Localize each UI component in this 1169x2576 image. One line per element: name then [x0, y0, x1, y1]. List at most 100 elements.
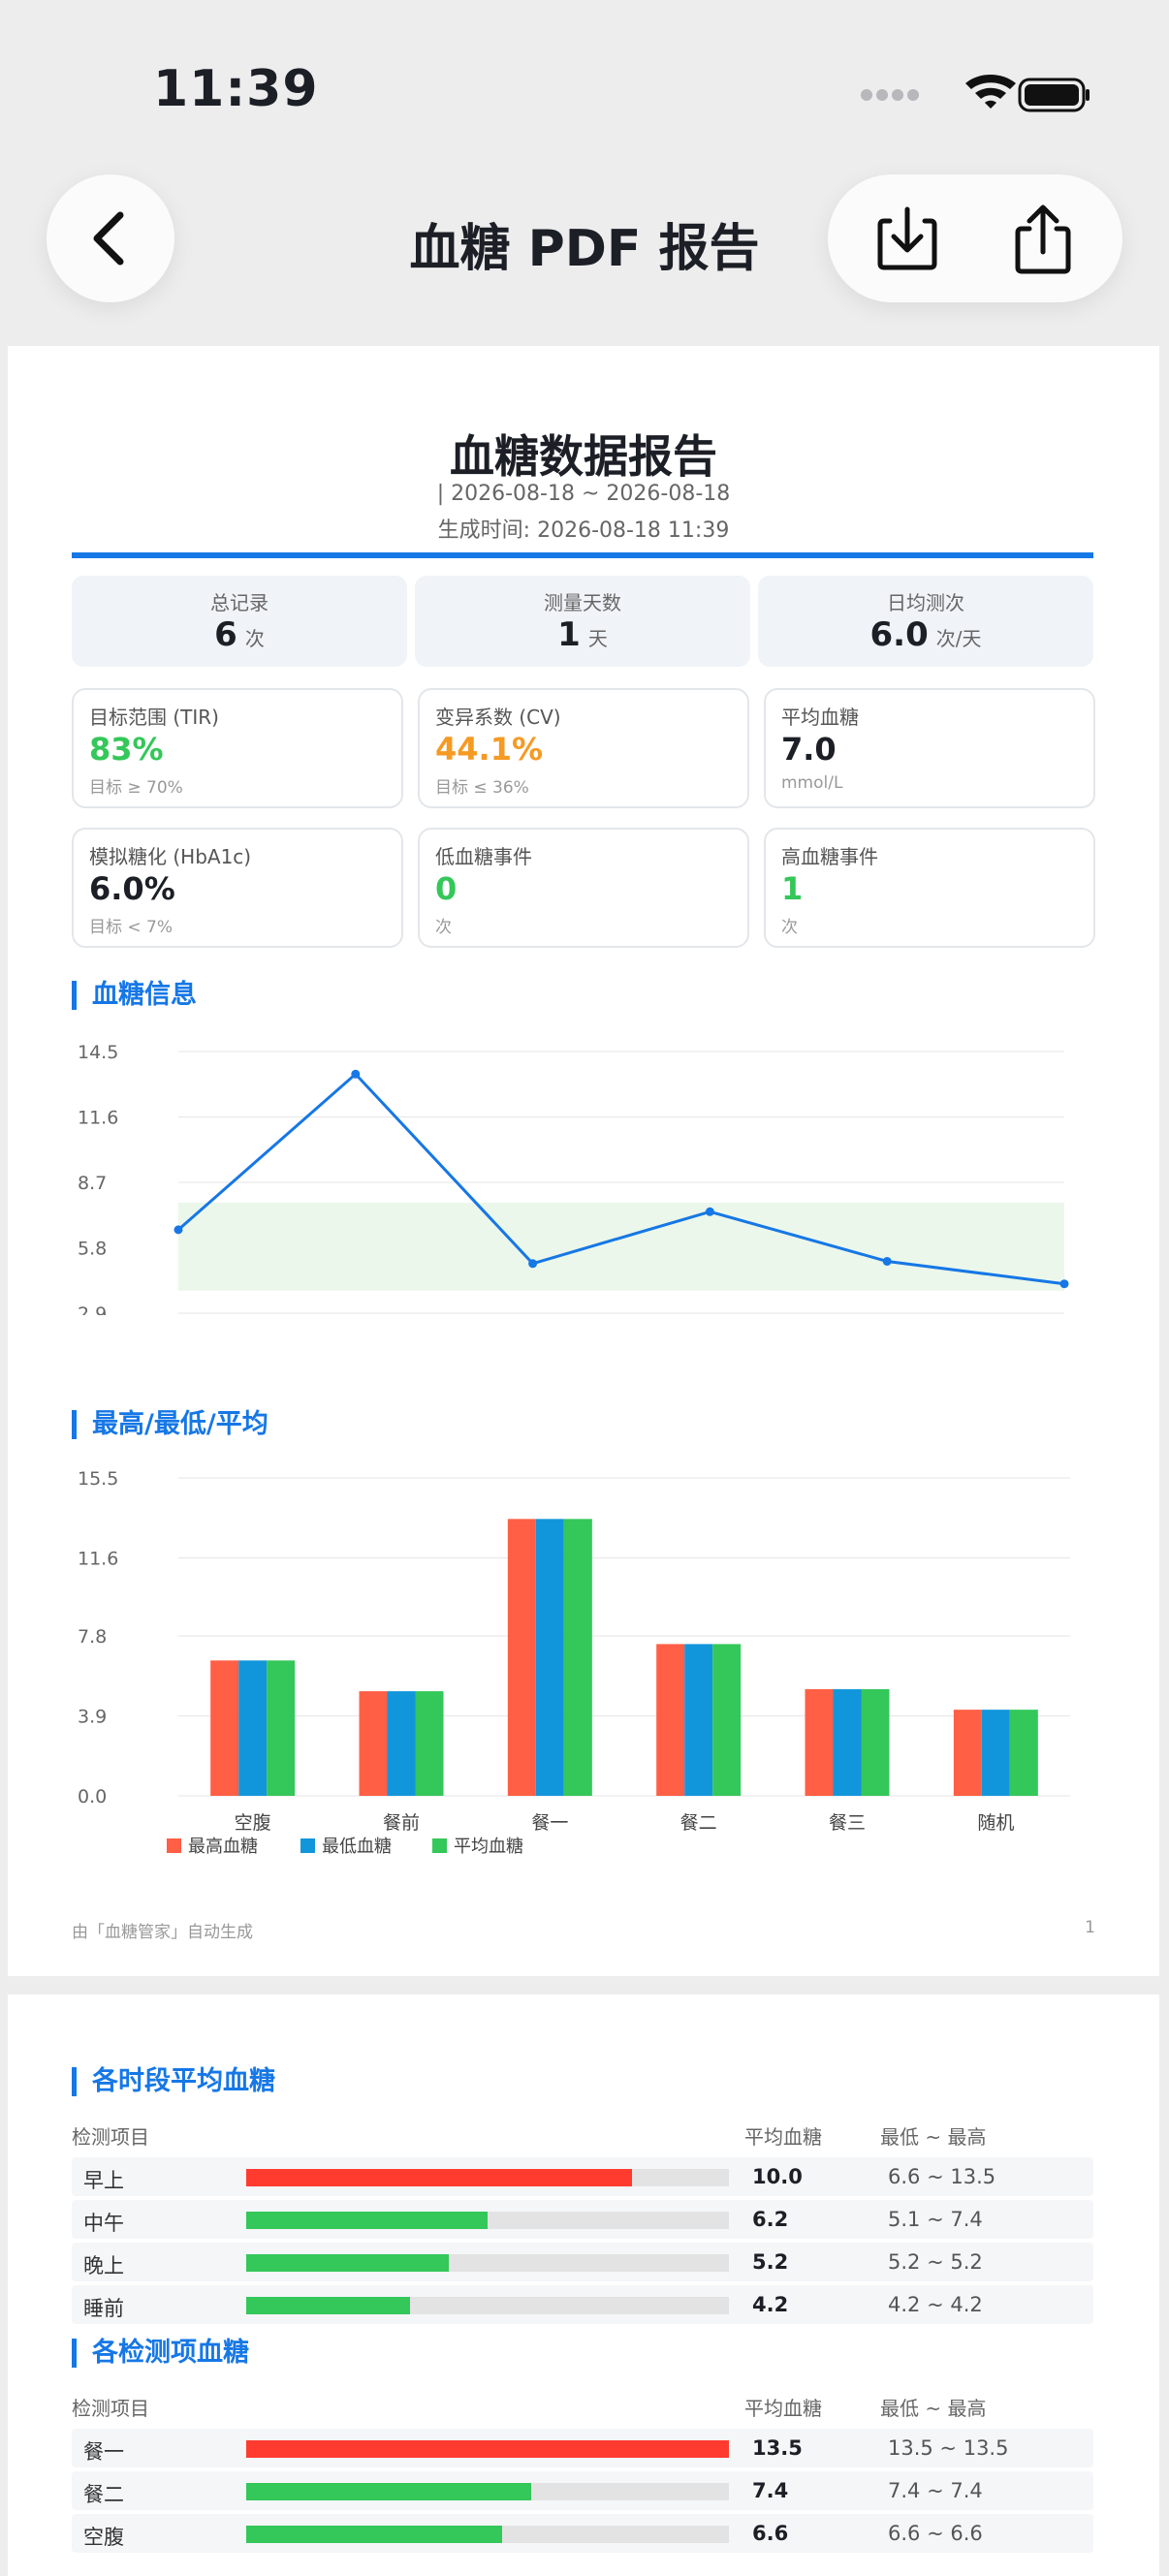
- table-row: 睡前 4.2 4.2 ~ 4.2: [72, 2285, 1093, 2324]
- row-average: 10.0: [752, 2165, 803, 2188]
- chevron-left-icon: [93, 211, 124, 266]
- metric-note: mmol/L: [781, 773, 843, 793]
- summary-unit: 天: [587, 627, 608, 650]
- row-bar-track: [246, 2526, 729, 2543]
- page-title: 血糖 PDF 报告: [409, 220, 760, 278]
- glucose-point: [351, 1069, 361, 1079]
- row-bar-track: [246, 2483, 729, 2500]
- col-header-range: 最低 ~ 最高: [880, 2397, 987, 2420]
- legend-swatch: [432, 1838, 447, 1853]
- metric-value: 44.1%: [435, 731, 544, 768]
- y-tick-label: 14.5: [78, 1042, 118, 1063]
- table-row: 晚上 5.2 5.2 ~ 5.2: [72, 2243, 1093, 2281]
- glucose-point: [705, 1207, 714, 1216]
- bar-平均血糖: [267, 1660, 296, 1796]
- row-label: 晚上: [83, 2254, 124, 2278]
- bar-最低血糖: [833, 1688, 862, 1796]
- metric-note: 目标 < 7%: [89, 918, 174, 937]
- bar-平均血糖: [861, 1688, 890, 1796]
- col-header-item: 检测项目: [72, 2397, 149, 2420]
- summary-value: 1: [557, 615, 581, 654]
- bar-最高血糖: [805, 1688, 834, 1796]
- table-row: 早上 10.0 6.6 ~ 13.5: [72, 2157, 1093, 2196]
- row-average: 7.4: [752, 2479, 789, 2502]
- col-header-average: 平均血糖: [744, 2397, 822, 2420]
- bar-最低血糖: [238, 1660, 268, 1796]
- y-tick-label: 11.6: [78, 1549, 118, 1570]
- download-button[interactable]: [843, 174, 971, 302]
- bar-平均血糖: [712, 1644, 742, 1796]
- status-bar: 11:39: [0, 0, 1169, 145]
- section-title-period-average: 各时段平均血糖: [72, 2067, 275, 2096]
- row-average: 4.2: [752, 2293, 789, 2316]
- summary-label: 测量天数: [544, 591, 621, 614]
- row-bar-track: [246, 2440, 729, 2458]
- table-row: 餐二 7.4 7.4 ~ 7.4: [72, 2471, 1093, 2510]
- summary-unit: 次/天: [935, 627, 982, 650]
- bar-最高血糖: [359, 1691, 388, 1796]
- back-button[interactable]: [47, 174, 174, 302]
- target-range-band: [178, 1202, 1064, 1291]
- summary-daily-frequency: 日均测次 6.0 次/天: [758, 576, 1093, 667]
- metric-value: 83%: [89, 731, 164, 768]
- legend-swatch: [167, 1838, 181, 1853]
- share-button[interactable]: [979, 174, 1107, 302]
- metric-card-average: 平均血糖 7.0 mmol/L: [764, 688, 1095, 808]
- row-label: 餐二: [83, 2483, 124, 2506]
- bar-最高血糖: [210, 1660, 239, 1796]
- y-tick-label: 7.8: [78, 1626, 107, 1648]
- row-average: 5.2: [752, 2250, 789, 2274]
- metric-label: 低血糖事件: [435, 845, 532, 868]
- row-average: 6.6: [752, 2522, 789, 2545]
- battery-icon: [1018, 78, 1090, 112]
- page-number: 1: [1085, 1918, 1095, 1937]
- share-icon: [1015, 204, 1071, 274]
- metric-label: 平均血糖: [781, 706, 859, 729]
- row-bar-fill: [246, 2254, 450, 2272]
- y-tick-label: 5.8: [78, 1239, 107, 1260]
- metric-note: 目标 ≥ 70%: [89, 778, 183, 798]
- row-range: 13.5 ~ 13.5: [888, 2436, 1009, 2460]
- metric-card-hba1c: 模拟糖化 (HbA1c) 6.0% 目标 < 7%: [72, 828, 403, 948]
- nav-bar: 血糖 PDF 报告: [0, 174, 1169, 310]
- metric-note: 目标 ≤ 36%: [435, 778, 529, 798]
- y-tick-label: 0.0: [78, 1786, 107, 1807]
- row-label: 睡前: [83, 2297, 124, 2320]
- report-title: 血糖数据报告: [450, 430, 717, 483]
- row-range: 6.6 ~ 6.6: [888, 2522, 983, 2545]
- x-tick-label: 餐二: [680, 1812, 717, 1834]
- row-bar-track: [246, 2297, 729, 2314]
- metric-label: 模拟糖化 (HbA1c): [89, 845, 252, 868]
- bar-最低血糖: [535, 1519, 564, 1796]
- legend-label: 平均血糖: [454, 1837, 523, 1857]
- glucose-point: [1059, 1279, 1069, 1289]
- row-range: 7.4 ~ 7.4: [888, 2479, 983, 2502]
- summary-label: 总记录: [210, 591, 269, 614]
- x-tick-label: 空腹: [235, 1812, 271, 1834]
- bar-最低血糖: [981, 1710, 1010, 1796]
- y-tick-label: 3.9: [78, 1706, 107, 1727]
- footer-generated-by: 由「血糖管家」自动生成: [72, 1923, 253, 1942]
- y-tick-label: 15.5: [78, 1468, 118, 1490]
- title-divider: [72, 552, 1093, 558]
- row-bar-track: [246, 2254, 729, 2272]
- summary-value: 6: [214, 615, 237, 654]
- row-bar-track: [246, 2212, 729, 2229]
- row-bar-fill: [246, 2440, 729, 2458]
- metric-card-cv: 变异系数 (CV) 44.1% 目标 ≤ 36%: [418, 688, 749, 808]
- bar-最高血糖: [953, 1710, 982, 1796]
- row-label: 早上: [83, 2169, 124, 2192]
- col-header-range: 最低 ~ 最高: [880, 2125, 987, 2149]
- summary-value: 6.0: [869, 615, 929, 654]
- row-bar-fill: [246, 2483, 531, 2500]
- metric-card-hypo: 低血糖事件 0 次: [418, 828, 749, 948]
- action-pill: [828, 174, 1122, 302]
- glucose-point: [174, 1225, 183, 1235]
- summary-label: 日均测次: [887, 591, 964, 614]
- x-tick-label: 餐前: [383, 1812, 420, 1834]
- section-title-max-min-avg: 最高/最低/平均: [72, 1410, 269, 1439]
- row-bar-track: [246, 2169, 729, 2186]
- metric-value: 0: [435, 870, 458, 907]
- metric-value: 6.0%: [89, 870, 175, 907]
